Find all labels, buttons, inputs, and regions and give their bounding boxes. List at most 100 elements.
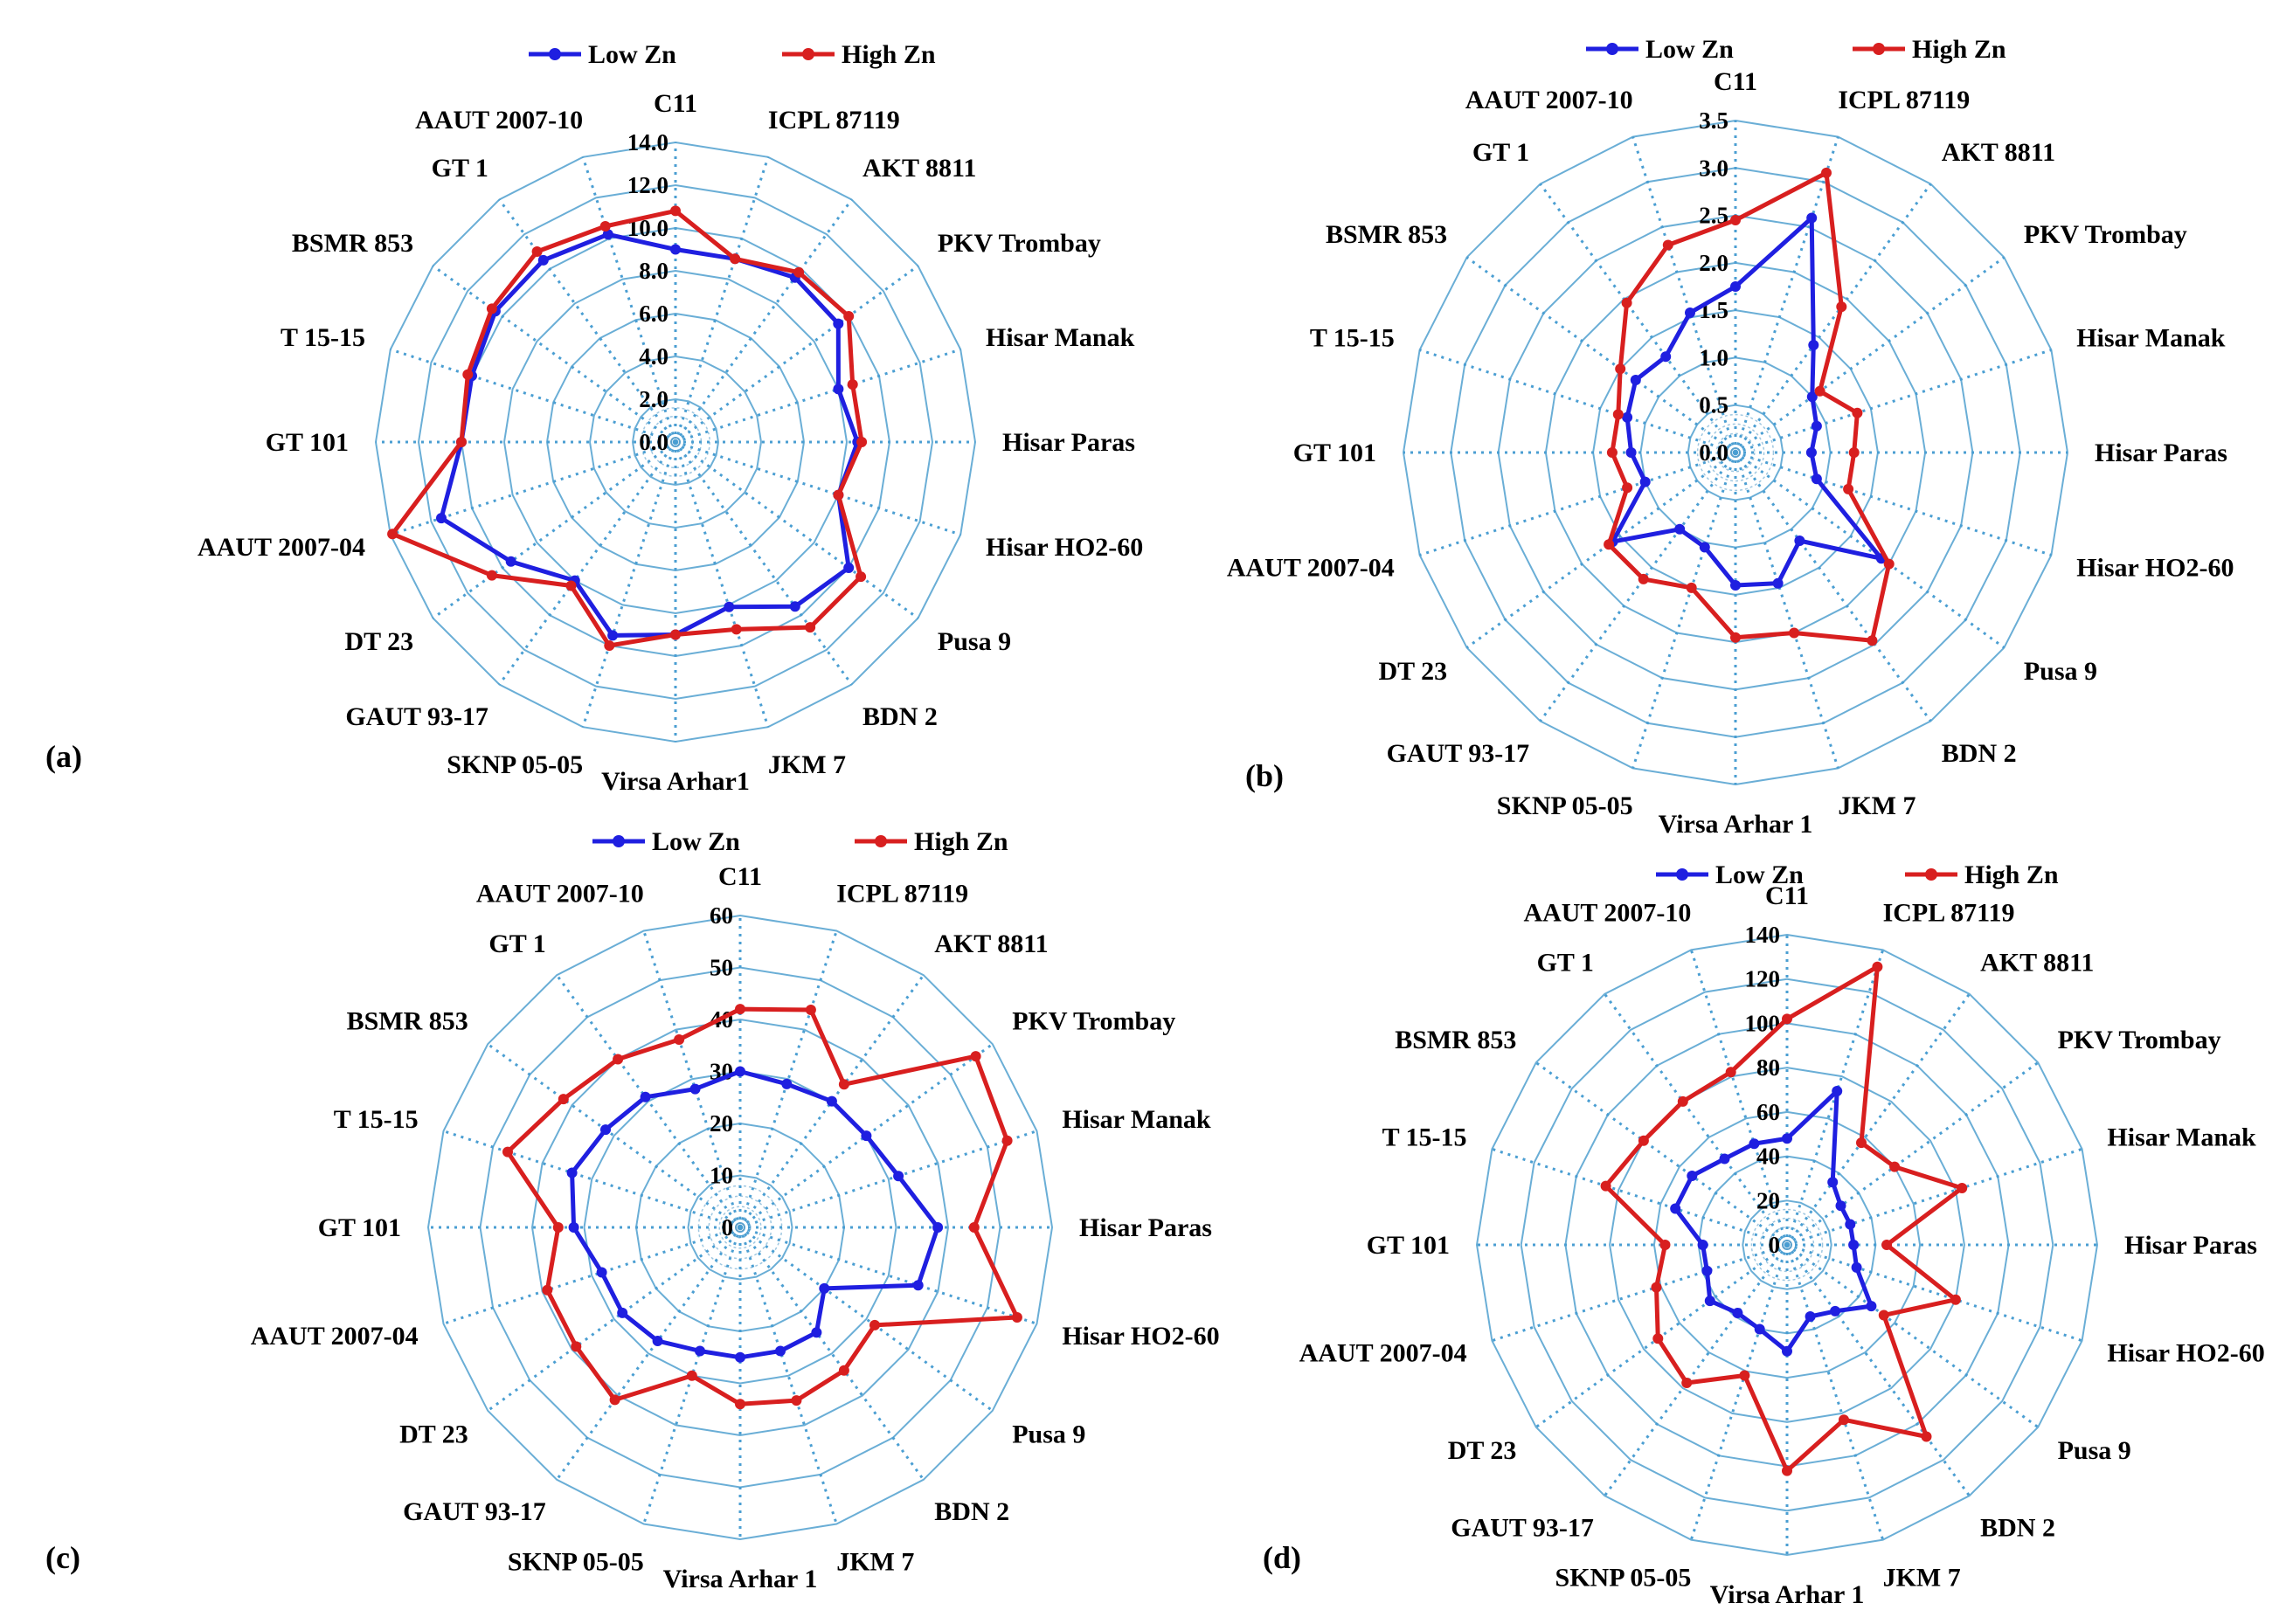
category-label-dt-23: DT 23 xyxy=(399,1420,468,1448)
category-label-akt-8811: AKT 8811 xyxy=(1942,138,2055,167)
category-label-gt-1: GT 1 xyxy=(488,929,545,958)
category-label-aaut-2007-10: AAUT 2007-10 xyxy=(1523,899,1691,928)
spoke xyxy=(581,156,677,443)
panel-label: (b) xyxy=(1245,758,1284,793)
data-point-low-zn-sknp-05-05 xyxy=(1699,542,1710,553)
data-point-high-zn-aaut-2007-04 xyxy=(1651,1282,1662,1293)
category-label-pkv-trombay: PKV Trombay xyxy=(2024,220,2187,249)
data-point-low-zn-aaut-2007-04 xyxy=(1639,476,1651,487)
category-label-c11: C11 xyxy=(718,862,762,891)
grid-ring xyxy=(530,1018,950,1437)
category-label-pkv-trombay: PKV Trombay xyxy=(1012,1007,1175,1036)
data-point-low-zn-pkv-trombay xyxy=(861,1130,872,1142)
data-point-high-zn-jkm-7 xyxy=(1839,1414,1849,1426)
tick-label: 0 xyxy=(722,1214,734,1240)
category-label-jkm-7: JKM 7 xyxy=(836,1547,914,1576)
data-point-high-zn-gaut-93-17 xyxy=(1681,1378,1693,1388)
data-point-high-zn-pusa-9 xyxy=(1878,1310,1889,1321)
data-point-high-zn-sknp-05-05 xyxy=(1739,1370,1750,1381)
legend-label-high-zn: High Zn xyxy=(1912,35,2006,64)
data-point-high-zn-bsmr-853 xyxy=(486,303,497,314)
data-point-high-zn-hisar-manak xyxy=(1852,407,1863,418)
tick-label: 4.0 xyxy=(639,343,669,370)
minor-ring xyxy=(1706,423,1765,482)
data-point-high-zn-hisar-manak xyxy=(1001,1135,1013,1146)
legend-label-low-zn: Low Zn xyxy=(1645,35,1734,64)
spoke xyxy=(390,440,676,536)
spoke xyxy=(739,1130,1037,1229)
category-label-dt-23: DT 23 xyxy=(1379,657,1448,686)
data-point-low-zn-hisar-paras xyxy=(1805,447,1817,458)
grid-ring xyxy=(583,1070,897,1385)
data-point-high-zn-akt-8811 xyxy=(1836,301,1847,313)
series-line-low-zn xyxy=(1673,1088,1874,1354)
data-point-low-zn-sknp-05-05 xyxy=(695,1345,705,1357)
series-low-zn xyxy=(566,1066,944,1363)
data-point-low-zn-aaut-2007-10 xyxy=(1749,1138,1760,1150)
grid-ring xyxy=(502,269,849,615)
data-point-low-zn-t-15-15 xyxy=(566,1167,578,1178)
category-label-hisar-manak: Hisar Manak xyxy=(2076,324,2226,353)
spoke xyxy=(1539,452,1737,722)
grid-ring xyxy=(426,914,1054,1541)
data-point-low-zn-hisar-paras xyxy=(932,1222,944,1233)
data-point-low-zn-aaut-2007-10 xyxy=(689,1083,701,1095)
center-ring xyxy=(1730,447,1741,458)
data-point-high-zn-akt-8811 xyxy=(793,266,805,278)
data-point-high-zn-gt-1 xyxy=(613,1054,624,1065)
grid-ring xyxy=(1520,978,2054,1512)
data-point-low-zn-akt-8811 xyxy=(1808,340,1819,350)
spoke xyxy=(738,974,925,1228)
category-label-pusa-9: Pusa 9 xyxy=(2024,657,2097,686)
tick-label: 2.0 xyxy=(1699,250,1728,276)
data-point-high-zn-bdn-2 xyxy=(1921,1431,1932,1442)
minor-ring xyxy=(1696,413,1775,492)
data-point-low-zn-hisar-manak xyxy=(893,1171,904,1182)
data-point-high-zn-gt-101 xyxy=(456,437,467,447)
data-point-low-zn-virsa-arhar-1 xyxy=(1730,580,1741,591)
data-point-high-zn-hisar-manak xyxy=(847,379,858,390)
data-point-low-zn-pusa-9 xyxy=(819,1282,830,1294)
data-point-low-zn-aaut-2007-04 xyxy=(1701,1265,1713,1276)
grid-ring xyxy=(1742,1199,1832,1290)
spoke xyxy=(1786,1061,2040,1247)
category-label-hisar-manak: Hisar Manak xyxy=(1062,1105,1211,1134)
spoke xyxy=(1491,1243,1788,1343)
data-point-high-zn-gt-1 xyxy=(531,246,543,257)
spoke xyxy=(443,1130,741,1229)
legend-label-low-zn: Low Zn xyxy=(588,40,676,69)
spoke xyxy=(1534,1061,1788,1247)
data-point-high-zn-dt-23 xyxy=(486,570,497,581)
data-point-low-zn-pkv-trombay xyxy=(1806,391,1818,403)
data-point-high-zn-hisar-ho2-60 xyxy=(1843,483,1854,494)
data-point-high-zn-pkv-trombay xyxy=(1889,1161,1901,1172)
data-point-low-zn-bsmr-853 xyxy=(1687,1171,1698,1181)
spoke xyxy=(1604,1244,1789,1497)
category-label-aaut-2007-04: AAUT 2007-04 xyxy=(1227,553,1395,582)
spoke xyxy=(1631,136,1737,453)
data-point-high-zn-bsmr-853 xyxy=(1615,363,1626,375)
data-point-low-zn-jkm-7 xyxy=(775,1345,786,1357)
minor-ring xyxy=(641,407,710,477)
category-label-gt-101: GT 101 xyxy=(266,428,349,457)
data-point-high-zn-t-15-15 xyxy=(462,369,474,380)
data-point-high-zn-virsa-arhar-1 xyxy=(1730,632,1741,643)
category-label-c11: C11 xyxy=(1714,67,1757,96)
data-point-high-zn-pkv-trombay xyxy=(1814,385,1825,397)
data-point-high-zn-bdn-2 xyxy=(805,622,816,633)
category-label-t-15-15: T 15-15 xyxy=(1310,324,1395,353)
spoke xyxy=(674,198,853,443)
category-label-sknp-05-05: SKNP 05-05 xyxy=(508,1547,644,1576)
data-point-low-zn-virsa-arhar-1 xyxy=(735,1351,745,1363)
tick-label: 3.0 xyxy=(1699,155,1728,181)
minor-ring xyxy=(1715,432,1756,473)
data-point-high-zn-pusa-9 xyxy=(856,571,867,583)
spoke xyxy=(675,440,961,536)
category-label-pusa-9: Pusa 9 xyxy=(2058,1436,2131,1465)
spoke xyxy=(1734,452,1932,722)
spoke xyxy=(674,441,853,686)
tick-label: 0.0 xyxy=(1699,439,1728,466)
spoke xyxy=(738,1227,925,1481)
data-point-high-zn-virsa-arhar-1 xyxy=(735,1399,745,1410)
